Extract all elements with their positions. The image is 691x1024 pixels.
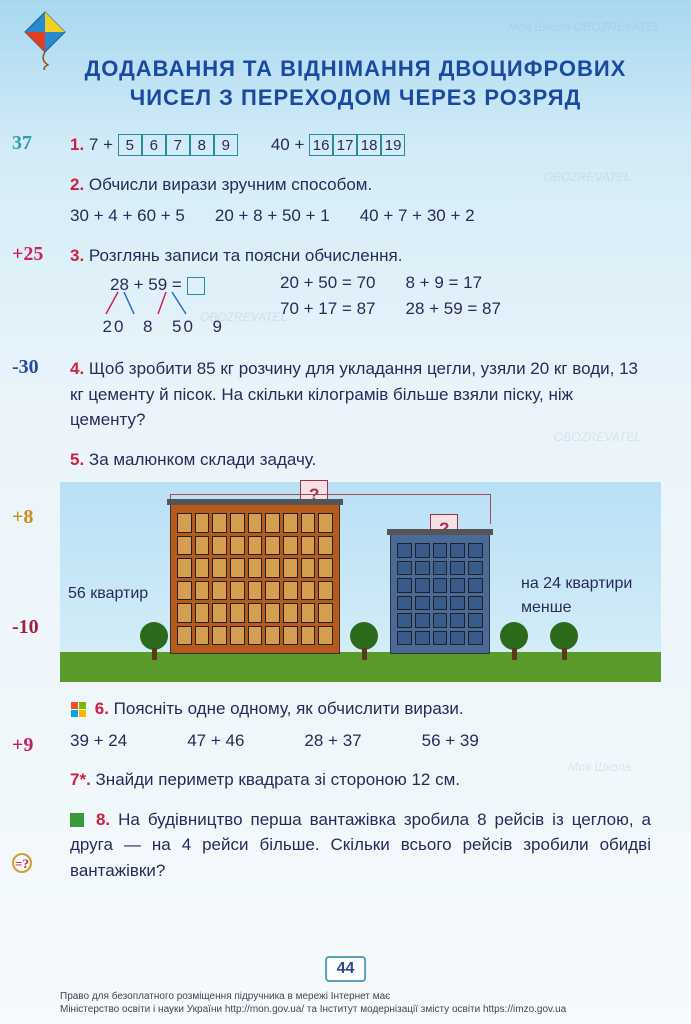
expression: 39 + 24 (70, 728, 127, 754)
calc-step: 28 + 59 = 87 (405, 296, 500, 322)
number-cell: 7 (166, 134, 190, 156)
task-number: 8. (96, 810, 110, 829)
calc-step: 20 + 50 = 70 (280, 270, 375, 296)
task-8: =? 8. На будівництво перша вантажівка зр… (70, 807, 651, 884)
number-cell: 8 (190, 134, 214, 156)
task-6: 6. Поясніть одне одному, як обчислити ви… (70, 696, 651, 753)
calc-step: 8 + 9 = 17 (405, 270, 500, 296)
task-text: Обчисли вирази зручним способом. (89, 175, 372, 194)
page-title: ДОДАВАННЯ ТА ВІДНІМАННЯ ДВОЦИФРОВИХ ЧИСЕ… (0, 0, 691, 132)
margin-note-minus10: -10 (12, 612, 39, 642)
margin-note-minus30: -30 (12, 352, 39, 382)
task-3: +25 3. Розглянь записи та поясни обчисле… (70, 243, 651, 343)
number-cell: 19 (381, 134, 405, 156)
task-5: 5. За малюнком склади задачу. +8 -10 ? ? (70, 447, 651, 683)
calc-step: 70 + 17 = 87 (280, 296, 375, 322)
building-1 (170, 504, 340, 654)
buildings-illustration: +8 -10 ? ? 56 квартир на 24 квартири мен… (60, 482, 661, 682)
number-cell: 18 (357, 134, 381, 156)
expression: 28 + 37 (304, 728, 361, 754)
expression: 56 + 39 (422, 728, 479, 754)
expression: 30 + 4 + 60 + 5 (70, 203, 185, 229)
task-number: 6. (95, 699, 109, 718)
number-cell: 6 (142, 134, 166, 156)
task-text: Поясніть одне одному, як обчислити вираз… (114, 699, 464, 718)
expr-lead: 40 + (271, 135, 305, 154)
task-1: 37 1. 7 + 56789 40 + 16171819 (70, 132, 651, 158)
task-7: 7*. Знайди периметр квадрата зі стороною… (70, 767, 651, 793)
task-4: -30 4. Щоб зробити 85 кг розчину для укл… (70, 356, 651, 433)
margin-note-plus8: +8 (12, 502, 33, 532)
expression: 20 + 8 + 50 + 1 (215, 203, 330, 229)
task-text: Знайди периметр квадрата зі стороною 12 … (96, 770, 460, 789)
building-label-right: на 24 квартири менше (521, 572, 651, 620)
task-number: 5. (70, 450, 84, 469)
decomp-part: 9 (204, 314, 232, 340)
task-text: На будівництво перша вантажівка зробила … (70, 810, 651, 880)
expression: 47 + 46 (187, 728, 244, 754)
expr-lead: 7 + (89, 135, 113, 154)
task-text: За малюнком склади задачу. (89, 450, 316, 469)
margin-note-plus9: +9 (12, 730, 33, 760)
decomp-part: 20 (100, 314, 128, 340)
footer-text: Право для безоплатного розміщення підруч… (60, 990, 651, 1016)
building-label-left: 56 квартир (68, 582, 148, 606)
decomp-part: 50 (169, 314, 197, 340)
tree-icon (140, 622, 168, 658)
footer-line: Право для безоплатного розміщення підруч… (60, 990, 651, 1003)
number-cell: 5 (118, 134, 142, 156)
building-2 (390, 534, 490, 654)
task-text: Щоб зробити 85 кг розчину для укладання … (70, 359, 638, 429)
tree-icon (350, 622, 378, 658)
task-number: 3. (70, 246, 84, 265)
decomposition-diagram: 28 + 59 = 20 8 50 9 (70, 272, 250, 342)
expression: 40 + 7 + 30 + 2 (360, 203, 475, 229)
tree-icon (500, 622, 528, 658)
margin-note-plus25: +25 (12, 239, 43, 269)
group-work-icon (70, 702, 86, 718)
task-number: 1. (70, 135, 84, 154)
equals-question-icon: =? (12, 853, 32, 873)
task-number: 7*. (70, 770, 91, 789)
kite-icon (20, 10, 70, 70)
task-number: 2. (70, 175, 84, 194)
task-text: Розглянь записи та поясни обчислення. (89, 246, 403, 265)
task-number: 4. (70, 359, 84, 378)
footer-line: Міністерство освіти і науки України http… (60, 1003, 651, 1016)
task-2: 2. Обчисли вирази зручним способом. 30 +… (70, 172, 651, 229)
decomp-part: 8 (135, 314, 163, 340)
tree-icon (550, 622, 578, 658)
number-cell: 9 (214, 134, 238, 156)
margin-note-eq: =? (12, 847, 32, 877)
margin-note-37: 37 (12, 128, 32, 158)
page-number: 44 (325, 956, 367, 982)
homework-icon (70, 813, 84, 827)
number-cell: 17 (333, 134, 357, 156)
number-cell: 16 (309, 134, 333, 156)
